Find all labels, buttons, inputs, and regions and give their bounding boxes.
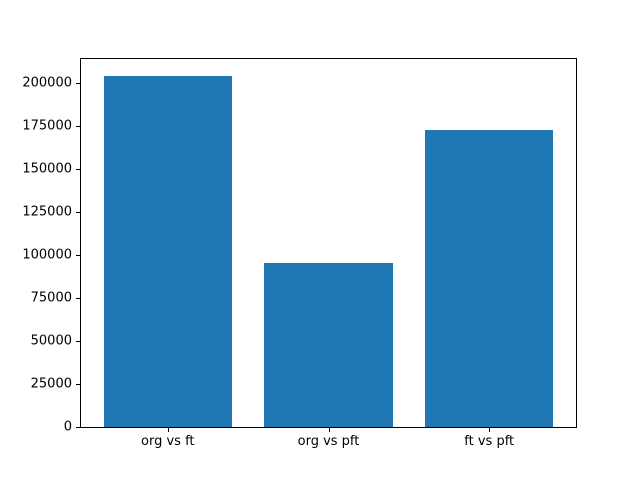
bar-org-vs-pft [264,263,393,427]
plot-area [80,58,577,428]
y-tick-label: 125000 [22,204,72,220]
x-tick-mark [328,428,330,432]
y-tick-label: 175000 [22,118,72,134]
y-tick-mark [76,298,80,300]
x-tick-label-ft-vs-pft: ft vs pft [464,434,515,449]
x-tick-mark [489,428,491,432]
y-tick-mark [76,126,80,128]
y-tick-mark [76,212,80,214]
y-tick-mark [76,384,80,385]
y-tick-label: 25000 [30,376,72,392]
bar-ft-vs-pft [424,130,554,427]
y-tick-label: 200000 [22,75,72,91]
x-tick-label-org-vs-pft: org vs pft [297,434,360,449]
y-tick-label: 150000 [22,161,72,177]
bar-org-vs-ft [103,75,233,427]
x-tick-label-org-vs-ft: org vs ft [141,434,195,449]
y-tick-label: 75000 [30,290,72,306]
y-tick-label: 100000 [22,247,72,263]
x-tick-mark [167,428,169,432]
y-tick-mark [76,427,80,428]
y-tick-label: 0 [63,419,72,435]
y-tick-mark [76,341,80,343]
y-tick-label: 50000 [30,333,72,349]
y-tick-mark [76,255,80,257]
y-tick-mark [76,83,80,85]
y-tick-mark [76,169,80,171]
